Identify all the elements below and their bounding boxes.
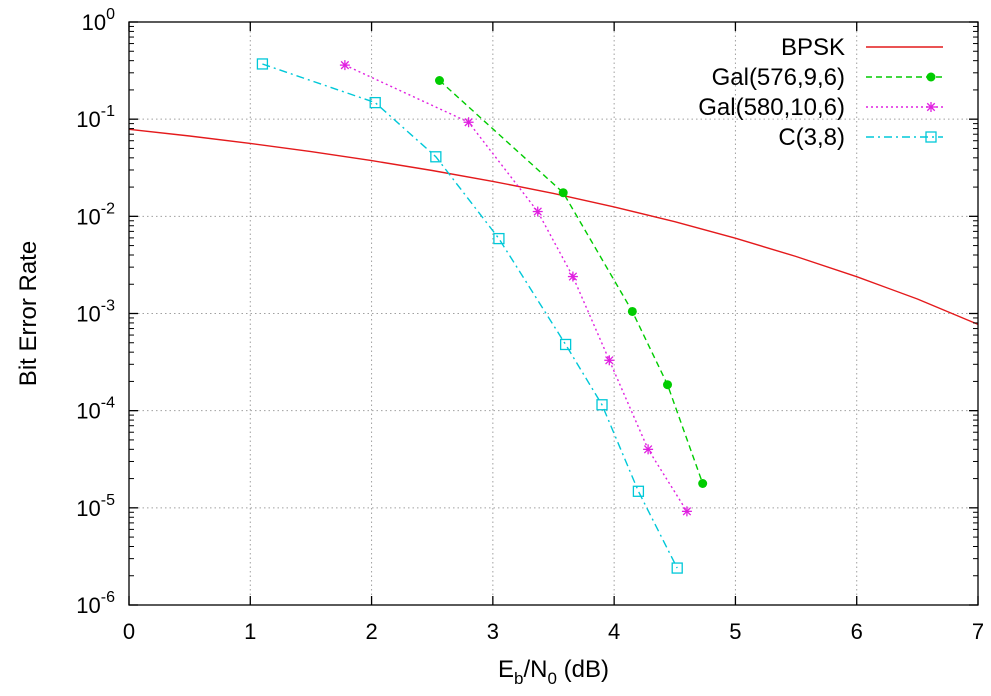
y-axis: 100 10-1 10-2 10-3 10-4 10-5 10-6 [76,6,978,618]
marker-stroke [533,207,542,216]
series-line [262,63,678,569]
y-axis-title: Bit Error Rate [15,241,42,386]
x-tick-label: 7 [972,619,984,644]
marker-stroke [340,60,350,70]
point-marker [926,102,936,112]
point-marker [926,72,936,82]
point-marker [434,76,444,86]
x-axis: 0 1 2 3 4 5 6 7 [123,22,984,644]
point-marker [681,506,692,517]
y-tick-label: 10-6 [76,589,115,618]
x-axis-title: Eb/N0 (dB) [498,656,609,688]
point-marker [463,117,474,128]
x-axis-title-sub2: 0 [548,669,557,688]
x-tick-label: 2 [365,619,377,644]
legend-label: Gal(580,10,6) [698,94,845,121]
series-line [439,79,704,484]
series-2 [339,60,692,517]
y-tick-label: 10-4 [76,395,115,424]
y-tick-label: 10-3 [76,298,115,327]
point-marker [558,188,568,198]
legend: BPSK Gal(576,9,6) Gal(580,10,6) C(3,8) [698,34,943,151]
series-3 [256,58,683,574]
point-marker [604,355,615,366]
plot-area [129,58,978,574]
point-marker [493,232,505,245]
legend-label: BPSK [781,34,845,61]
y-tick-label: 100 [82,6,115,35]
y-tick-label: 10-5 [76,492,115,521]
series-0 [129,128,978,326]
point-marker [339,60,350,71]
point-marker [596,399,608,411]
point-marker [925,131,937,143]
series-line [344,64,688,512]
x-tick-label: 3 [487,619,499,644]
series-line [129,128,978,326]
marker-stroke [682,507,692,516]
point-marker [663,380,673,390]
point-marker [698,479,708,489]
marker-stroke [926,102,936,112]
point-marker [632,485,645,497]
marker-stroke [464,118,473,127]
point-marker [369,96,381,109]
point-marker [567,271,578,282]
point-marker [627,306,637,316]
legend-label: Gal(576,9,6) [712,64,845,91]
x-axis-title-main: E [498,656,514,683]
x-tick-label: 4 [608,619,620,644]
x-axis-title-mid: /N [524,656,548,683]
x-tick-label: 0 [123,619,135,644]
x-tick-label: 1 [244,619,256,644]
legend-label: C(3,8) [778,124,845,151]
y-tick-label: 10-2 [76,200,115,229]
x-tick-label: 6 [851,619,863,644]
x-axis-title-tail: (dB) [557,656,609,683]
marker-stroke [605,356,614,365]
x-axis-title-sub1: b [514,669,523,688]
x-tick-label: 5 [729,619,741,644]
y-tick-label: 10-1 [76,103,115,132]
point-marker [256,58,269,70]
series-1 [434,76,708,489]
point-marker [643,444,654,455]
point-marker [559,338,572,351]
marker-stroke [643,445,653,454]
point-marker [671,562,683,574]
grid-lines [129,22,978,605]
point-marker [532,206,543,217]
point-marker [430,151,442,163]
marker-stroke [568,272,578,281]
